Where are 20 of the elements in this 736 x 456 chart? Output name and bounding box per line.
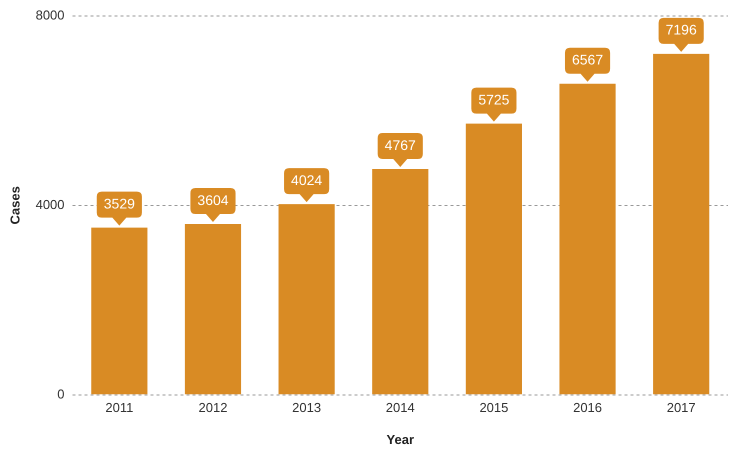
data-label: 4024 [291,172,322,188]
y-tick-label: 4000 [36,196,65,212]
data-label: 6567 [572,52,604,68]
x-tick-label: 2012 [198,400,228,416]
y-axis-title: Cases [7,186,22,224]
y-tick-label: 0 [57,386,65,402]
y-tick-label: 8000 [36,7,65,22]
x-tick-label: 2017 [666,400,696,416]
data-label: 3529 [104,195,136,212]
x-tick-label: 2014 [386,400,415,416]
x-axis-title: Year [386,432,414,447]
x-tick-label: 2015 [479,400,508,416]
x-tick-label: 2016 [573,400,602,416]
data-label: 7196 [666,22,697,38]
bar [184,224,242,394]
x-tick-label: 2013 [292,400,322,416]
data-label: 5725 [478,91,510,108]
data-label: 4767 [384,136,416,153]
x-tick-label: 2011 [105,400,134,416]
data-label: 3604 [197,192,229,208]
